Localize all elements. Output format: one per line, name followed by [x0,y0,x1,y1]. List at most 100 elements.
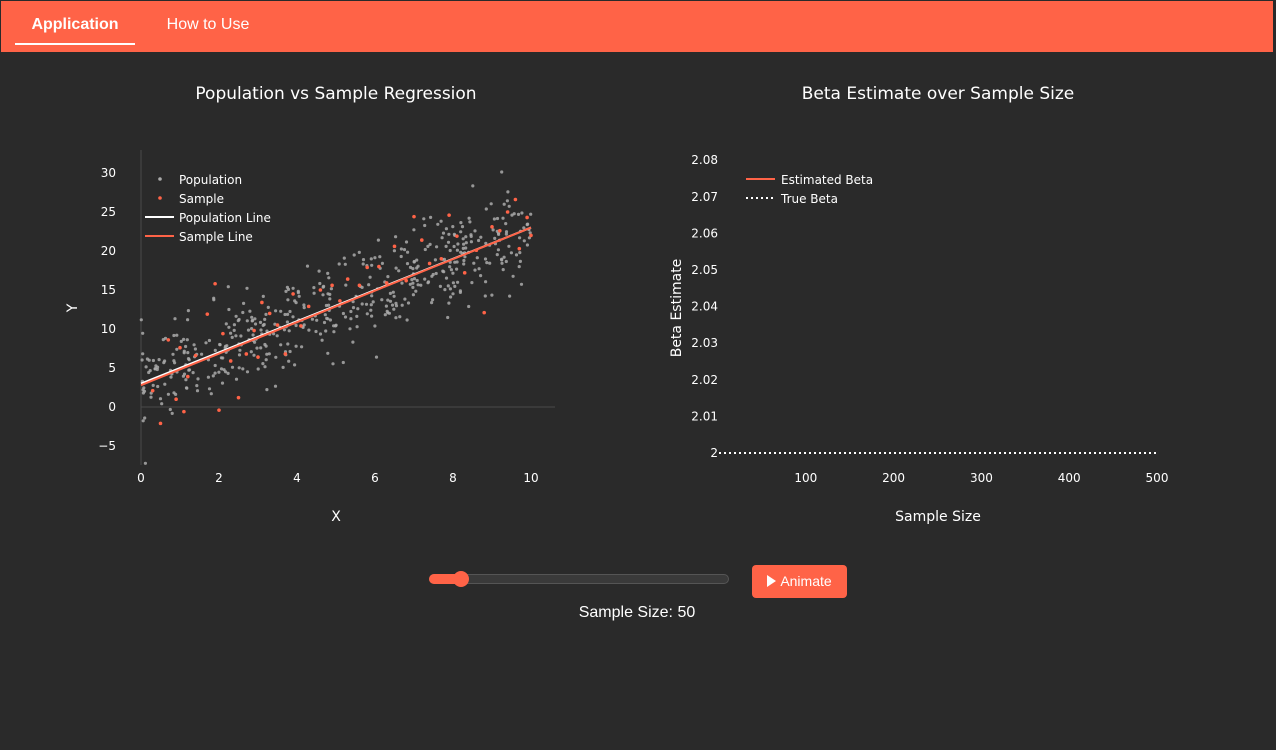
population-point [264,358,268,362]
sample-point [498,228,502,233]
population-point [423,277,427,281]
beta-x-tick-label: 200 [882,471,905,485]
population-point [283,312,287,317]
population-point [140,358,144,362]
population-point [263,317,267,321]
regression-chart-title: Population vs Sample Regression [195,84,476,104]
population-point [263,365,267,369]
population-point [444,227,448,231]
population-point [294,344,298,348]
population-point [471,184,475,188]
sample-point [513,197,518,202]
population-point [408,265,413,269]
population-point [217,370,221,374]
sample-point [186,374,190,379]
population-point [404,240,409,244]
population-point [446,240,451,244]
sample-point [482,310,487,315]
population-point [469,240,473,244]
animate-button[interactable]: Animate [752,565,847,598]
population-point [429,215,433,219]
population-point [273,322,277,326]
population-point [156,365,160,369]
population-point [286,342,290,346]
x-axis-label: X [331,509,341,525]
population-point [442,270,446,274]
population-point [144,365,148,369]
beta-x-tick-label: 300 [970,471,993,485]
slider-track[interactable] [429,574,729,584]
population-point [431,298,435,302]
beta-y-tick-label: 2.03 [691,336,718,350]
population-point [484,207,488,211]
population-point [355,314,359,318]
population-point [508,294,512,298]
population-point [411,285,415,289]
population-point [410,278,414,282]
sample-point [174,397,178,402]
y-tick-label: −5 [98,439,116,453]
population-point [288,309,292,314]
population-point [172,359,176,363]
population-point [163,382,167,386]
population-point [293,299,297,303]
population-point [230,365,235,369]
population-point [184,344,188,349]
population-point [261,294,265,298]
population-point [250,327,254,331]
population-point [434,271,438,276]
population-point [286,298,290,302]
population-point [489,202,493,206]
population-point [287,329,291,333]
population-point [369,303,373,307]
tab-application[interactable]: Application [15,1,135,52]
population-point [522,226,526,230]
population-point [473,268,477,272]
population-point [141,419,145,423]
population-point [326,271,330,275]
population-point [186,318,190,322]
tab-how-to-use[interactable]: How to Use [151,1,265,52]
population-point [143,461,147,465]
population-point [232,328,236,332]
population-point [272,332,276,336]
population-point [237,366,241,370]
population-point [157,358,161,362]
population-point [399,247,403,251]
population-point [394,235,398,239]
population-point [368,275,372,279]
population-point [455,260,459,264]
sample-size-slider[interactable] [429,570,729,588]
population-point [500,261,504,265]
population-point [182,372,187,376]
population-point [455,267,459,271]
population-point [473,229,477,233]
sample-point [412,214,416,219]
sample-point [447,213,451,217]
population-point [245,286,249,290]
population-point [360,302,364,306]
population-point [171,352,175,356]
beta-y-tick-label: 2.08 [691,153,718,167]
population-point [213,363,217,368]
beta-x-tick-label: 100 [794,471,817,485]
population-point [322,284,326,288]
sample-point [392,244,397,249]
population-point [441,231,446,235]
sample-point [193,353,198,358]
population-point [219,367,224,371]
population-point [293,363,297,367]
population-point [460,225,465,229]
population-point [518,251,522,255]
population-point [250,315,254,319]
population-point [264,312,268,316]
population-point [326,351,330,355]
population-point [224,370,228,374]
slider-thumb[interactable] [452,571,469,587]
population-point [444,276,449,280]
population-point [275,334,279,338]
population-point [456,242,460,246]
population-point [274,309,278,313]
population-point [504,259,508,264]
beta-y-tick-label: 2.07 [691,190,718,204]
